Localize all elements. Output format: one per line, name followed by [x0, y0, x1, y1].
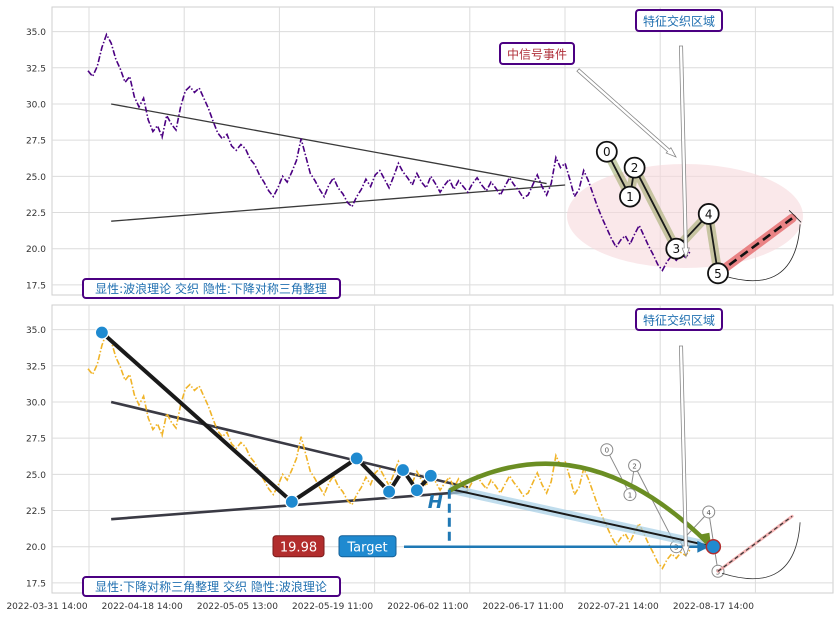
target-arrow-head	[697, 540, 710, 553]
y-tick-label: 30.0	[26, 100, 46, 110]
zigzag-point	[423, 468, 438, 483]
target-point	[705, 538, 722, 555]
height-arc	[448, 461, 711, 547]
triangle-line-upper	[111, 103, 547, 185]
x-tick-label: 2022-03-31 14:00	[6, 602, 87, 612]
y-tick-label: 27.5	[26, 137, 46, 147]
wave-point-marker	[697, 203, 720, 225]
region-arrow	[678, 345, 690, 558]
y-tick-label: 22.5	[26, 507, 46, 517]
ghost-wave-label: 2	[632, 463, 636, 471]
wave-point-label: 5	[714, 267, 722, 281]
signal-event-label-box	[499, 42, 575, 65]
zigzag-point	[395, 462, 411, 478]
zigzag-point	[409, 483, 424, 498]
ghost-projection-dashed	[717, 515, 793, 572]
x-tick-label: 2022-07-21 14:00	[578, 602, 659, 612]
triangle-line-lower	[111, 184, 566, 222]
y-tick-label: 25.0	[26, 173, 46, 183]
height-label: H	[428, 492, 443, 513]
y-tick-label: 25.0	[26, 471, 46, 481]
price-series	[87, 32, 691, 272]
projection-tick	[788, 210, 802, 223]
y-tick-label: 35.0	[26, 326, 46, 336]
wave-point-label: 2	[631, 161, 639, 175]
target-value: 19.98	[280, 541, 317, 556]
projection-dashed	[717, 217, 793, 275]
x-axis: 2022-03-31 14:00 2022-04-18 14:00 2022-05-…	[6, 602, 754, 612]
wave-point-marker	[707, 262, 729, 285]
target-value-box	[272, 535, 325, 558]
y-tick-label: 35.0	[26, 28, 46, 38]
ghost-wave-label: 4	[706, 509, 711, 517]
y-tick-label: 17.5	[26, 281, 46, 291]
x-tick-label: 2022-06-02 11:00	[387, 602, 468, 612]
x-tick-label: 2022-05-05 13:00	[197, 602, 278, 612]
ghost-wave-marker	[628, 459, 642, 473]
y-tick-label: 30.0	[26, 398, 46, 408]
y-tick-label: 27.5	[26, 435, 46, 445]
x-tick-label: 2022-04-18 14:00	[102, 602, 183, 612]
x-tick-label: 2022-08-17 14:00	[673, 602, 754, 612]
target-label-box	[338, 535, 397, 558]
ghost-wave-label: 1	[628, 492, 632, 500]
region-label: 特征交织区域	[643, 313, 715, 328]
region-arrow	[678, 45, 690, 260]
ghost-wave-label: 0	[605, 447, 609, 455]
x-tick-label: 2022-05-19 11:00	[292, 602, 373, 612]
zigzag-point	[94, 325, 109, 340]
wave-point-marker	[623, 156, 646, 179]
zigzag-point	[349, 451, 364, 466]
zigzag-point	[284, 494, 299, 509]
region-label: 特征交织区域	[643, 14, 715, 29]
signal-arrow	[576, 68, 677, 158]
caption-box	[82, 278, 341, 299]
wave-point-marker	[619, 185, 641, 208]
breakout-line	[449, 487, 714, 548]
y-tick-label: 17.5	[26, 579, 46, 589]
wave-point-label: 4	[705, 207, 713, 221]
y-tick-label: 32.5	[26, 64, 46, 74]
region-label-box	[635, 308, 723, 331]
wave-point-label: 3	[672, 242, 680, 256]
target-label: Target	[346, 541, 387, 556]
x-tick-label: 2022-06-17 11:00	[482, 602, 563, 612]
caption-text: 显性:下降对称三角整理 交织 隐性:波浪理论	[95, 579, 327, 594]
ghost-wave-marker	[702, 505, 716, 519]
zigzag-point	[381, 484, 397, 499]
wave-point-marker	[595, 140, 618, 163]
region-label-box	[635, 9, 723, 32]
ghost-wave-marker	[623, 488, 637, 502]
y-tick-label: 20.0	[26, 543, 46, 553]
bottom-panel: 17.520.022.525.027.530.032.535.0012345H1…	[26, 304, 834, 597]
y-tick-label: 32.5	[26, 362, 46, 372]
y-tick-label: 20.0	[26, 245, 46, 255]
wave-point-label: 0	[603, 145, 611, 159]
ghost-wave-line	[606, 449, 719, 572]
top-panel: 17.5 20.0 22.5 25.0 27.5 30.0 32.5 35.0 0 1 2 3 4 5 中信…	[26, 6, 834, 299]
caption-box	[82, 576, 341, 597]
signal-event-label: 中信号事件	[507, 47, 567, 62]
y-tick-label: 22.5	[26, 209, 46, 219]
wave-point-label: 1	[626, 190, 634, 204]
ghost-projection-arc	[721, 522, 801, 580]
projection-arc	[721, 224, 801, 282]
caption-text: 显性:波浪理论 交织 隐性:下降对称三角整理	[95, 281, 327, 296]
ghost-wave-marker	[600, 443, 614, 457]
